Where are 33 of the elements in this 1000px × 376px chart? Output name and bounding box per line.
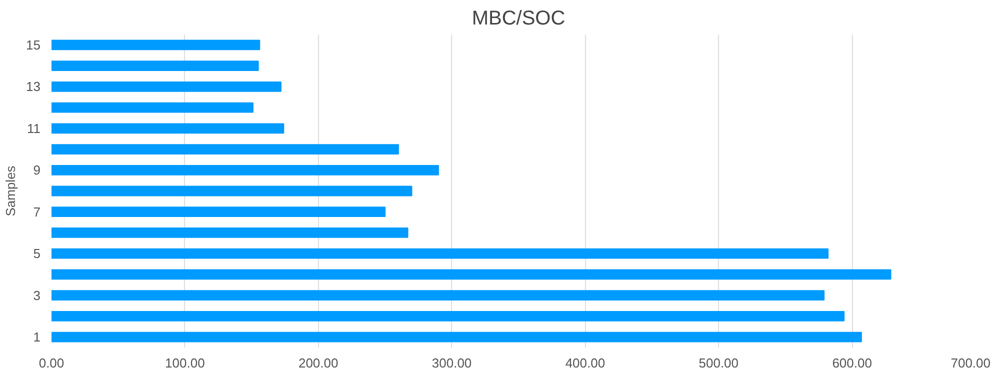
x-tick-label: 100.00 (165, 356, 205, 370)
y-tick-label: 9 (33, 162, 41, 178)
x-tick-label: 300.00 (432, 356, 472, 370)
chart-title: MBC/SOC (472, 8, 566, 30)
bar (52, 123, 284, 134)
x-tick-label: 400.00 (565, 356, 606, 370)
bar (52, 186, 412, 196)
bar (52, 60, 259, 71)
bar (52, 102, 254, 113)
bar (52, 206, 386, 218)
bar (52, 269, 892, 280)
x-tick-label: 700.00 (950, 356, 991, 370)
bar (52, 81, 282, 92)
x-tick-label: 500.00 (698, 356, 739, 370)
y-tick-label: 5 (33, 246, 41, 262)
y-tick-label: 13 (26, 79, 41, 94)
bar (52, 248, 829, 259)
bar (52, 228, 408, 238)
bar (52, 332, 862, 342)
x-tick-label: 0.00 (38, 356, 64, 370)
y-tick-label: 15 (26, 37, 41, 52)
y-tick-label: 7 (33, 204, 41, 220)
bar (52, 164, 439, 176)
bar (52, 40, 260, 50)
y-axis-title: Samples (3, 165, 18, 216)
bar (52, 311, 845, 322)
y-tick-label: 1 (33, 330, 41, 345)
y-tick-label: 3 (33, 288, 41, 303)
y-tick-label: 11 (27, 120, 41, 136)
x-tick-label: 600.00 (832, 356, 872, 370)
bar (52, 144, 399, 154)
bar (52, 290, 825, 301)
x-tick-label: 200.00 (298, 356, 338, 370)
